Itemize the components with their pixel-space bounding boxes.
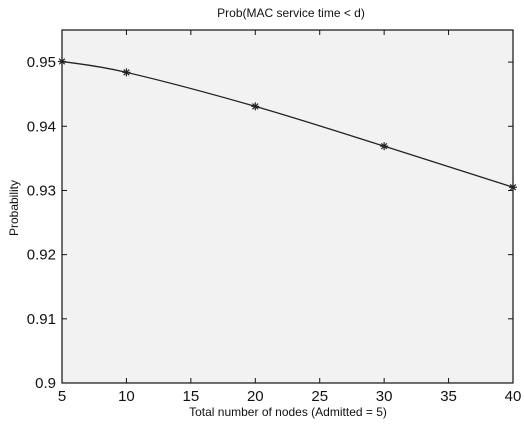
chart-title: Prob(MAC service time < d) [217, 6, 365, 20]
plot-area [61, 29, 514, 384]
y-tick-label: 0.95 [27, 54, 56, 71]
y-tick-label: 0.91 [27, 311, 56, 328]
x-tick-label: 35 [440, 388, 457, 405]
axis-ticks [61, 30, 514, 384]
series-markers [58, 57, 517, 192]
y-tick-label: 0.93 [27, 182, 56, 199]
x-tick-label: 40 [505, 388, 522, 405]
x-tick-label: 15 [183, 388, 200, 405]
tick-labels: 5 10 15 20 25 30 35 40 0.9 0.91 0.92 0.93 0.94 0.95 [27, 54, 522, 405]
series-line [61, 60, 514, 188]
data-point [58, 57, 66, 66]
x-tick-label: 20 [247, 388, 264, 405]
y-tick-label: 0.9 [35, 375, 56, 392]
data-point [251, 102, 260, 111]
x-tick-label: 5 [58, 388, 66, 405]
data-point [380, 142, 389, 151]
x-axis-label: Total number of nodes (Admitted = 5) [189, 405, 387, 419]
x-tick-label: 30 [376, 388, 393, 405]
y-tick-label: 0.92 [27, 247, 56, 264]
data-point [509, 183, 517, 192]
y-tick-label: 0.94 [27, 118, 56, 135]
x-tick-label: 25 [311, 388, 328, 405]
x-tick-label: 10 [118, 388, 135, 405]
data-point [122, 68, 131, 77]
y-axis-label: Probability [7, 180, 21, 236]
